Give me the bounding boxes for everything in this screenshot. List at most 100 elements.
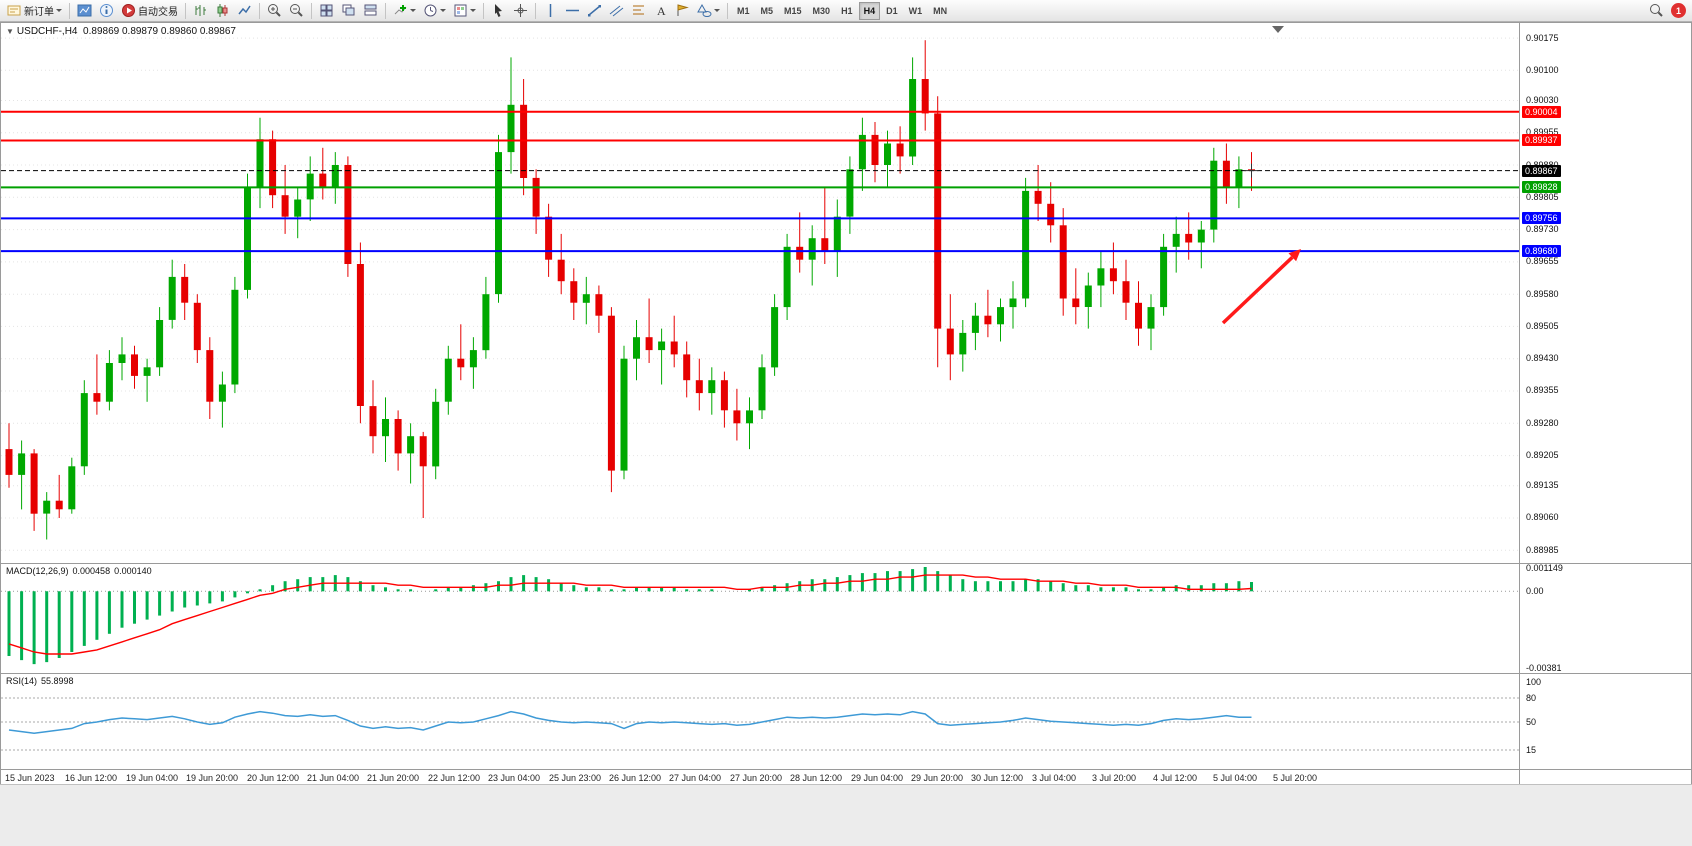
candle-body xyxy=(1009,298,1017,308)
crosshair-button[interactable] xyxy=(510,1,531,20)
cursor-button[interactable] xyxy=(488,1,509,20)
text-button[interactable]: A xyxy=(650,1,671,20)
time-axis-label: 19 Jun 04:00 xyxy=(126,773,179,783)
timeframe-m5-button[interactable]: M5 xyxy=(760,5,774,16)
candlestick-chart-type-button[interactable] xyxy=(212,1,233,20)
candle-body xyxy=(758,367,766,411)
chart-expand-icon[interactable]: ▼ xyxy=(6,27,14,36)
macd-chart[interactable] xyxy=(1,564,1519,673)
time-axis-label: 20 Jun 12:00 xyxy=(247,773,300,783)
zoom-out-button[interactable] xyxy=(286,1,307,20)
rsi-plot[interactable]: RSI(14) 55.8998 xyxy=(1,674,1519,769)
timeframe-w1-button[interactable]: W1 xyxy=(908,5,923,16)
candle-body xyxy=(846,169,854,217)
timeframe-m15-button[interactable]: M15 xyxy=(784,5,802,16)
candle-body xyxy=(633,337,640,359)
macd-scale-label: -0.00381 xyxy=(1526,663,1562,673)
candle-body xyxy=(1210,160,1218,230)
price-scale-label: 0.89655 xyxy=(1526,256,1559,266)
autoscroll-marker-icon[interactable] xyxy=(1272,26,1284,33)
auto-trading-icon xyxy=(121,3,136,18)
timeframe-m1-button[interactable]: M1 xyxy=(737,5,750,16)
trendline-button[interactable] xyxy=(584,1,605,20)
cascade-windows-button[interactable] xyxy=(338,1,359,20)
chevron-down-icon xyxy=(714,9,720,12)
candle-body xyxy=(30,453,38,514)
chart-title: ▼ USDCHF-,H4 0.89869 0.89879 0.89860 0.89… xyxy=(6,26,236,37)
time-axis-label: 30 Jun 12:00 xyxy=(971,773,1024,783)
macd-axis[interactable]: 0.001149 0.00 -0.00381 xyxy=(1519,564,1691,673)
info-button[interactable] xyxy=(96,1,117,20)
candle-body xyxy=(670,341,678,355)
text-label-button[interactable] xyxy=(672,1,693,20)
rsi-axis[interactable]: 100 80 50 15 xyxy=(1519,674,1691,769)
chevron-down-icon xyxy=(470,9,476,12)
price-scale-label: 0.89955 xyxy=(1526,127,1559,137)
line-chart-type-button[interactable] xyxy=(234,1,255,20)
candle-body xyxy=(331,165,339,187)
annotation-arrow[interactable] xyxy=(1221,256,1294,325)
price-level-badge: 0.89680 xyxy=(1522,245,1561,257)
indicators-button[interactable] xyxy=(390,1,419,20)
new-order-label: 新订单 xyxy=(24,7,54,18)
candle-body xyxy=(1222,160,1230,187)
separator xyxy=(311,2,312,19)
time-axis-label: 27 Jun 04:00 xyxy=(669,773,722,783)
templates-button[interactable] xyxy=(450,1,479,20)
notification-badge[interactable]: 1 xyxy=(1671,3,1686,18)
candle-body xyxy=(256,139,264,187)
candle-body xyxy=(1097,268,1105,286)
chart-profile-button[interactable] xyxy=(74,1,95,20)
candle-body xyxy=(557,259,565,282)
auto-trading-button[interactable]: 自动交易 xyxy=(118,1,181,20)
fibonacci-button[interactable] xyxy=(628,1,649,20)
candle-body xyxy=(1072,298,1080,308)
candle-body xyxy=(469,350,477,368)
price-axis[interactable]: 0.901750.901000.900300.899550.898800.898… xyxy=(1519,23,1691,563)
candle-body xyxy=(407,436,415,454)
macd-plot[interactable]: MACD(12,26,9) 0.000458 0.000140 xyxy=(1,564,1519,673)
timeframe-d1-button[interactable]: D1 xyxy=(886,5,898,16)
bar-chart-type-button[interactable] xyxy=(190,1,211,20)
rsi-chart[interactable] xyxy=(1,674,1519,769)
macd-name: MACD(12,26,9) xyxy=(6,566,69,576)
timeframe-m30-button[interactable]: M30 xyxy=(812,5,831,16)
horizontal-line-button[interactable] xyxy=(562,1,583,20)
time-axis-label: 19 Jun 20:00 xyxy=(186,773,239,783)
new-order-button[interactable]: 新订单 xyxy=(4,1,65,20)
candle-body xyxy=(683,354,691,381)
candle-body xyxy=(595,294,603,316)
main-toolbar: 新订单 自动交易 A M1 M5 M15 M30 H1 H4 D1 W1 MN … xyxy=(0,0,1692,22)
zoom-in-button[interactable] xyxy=(264,1,285,20)
price-scale-label: 0.89430 xyxy=(1526,353,1559,363)
timeframe-h4-button[interactable]: H4 xyxy=(858,1,881,20)
candle-body xyxy=(545,216,553,260)
tile-windows-button[interactable] xyxy=(316,1,337,20)
arrange-windows-button[interactable] xyxy=(360,1,381,20)
rsi-value: 55.8998 xyxy=(41,676,74,686)
time-axis-label: 29 Jun 04:00 xyxy=(851,773,904,783)
periods-button[interactable] xyxy=(420,1,449,20)
shapes-button[interactable] xyxy=(694,1,723,20)
candle-body xyxy=(796,246,804,260)
candle-body xyxy=(80,393,88,467)
main-chart-plot[interactable]: ▼ USDCHF-,H4 0.89869 0.89879 0.89860 0.89… xyxy=(1,23,1519,563)
channel-button[interactable] xyxy=(606,1,627,20)
candle-body xyxy=(156,320,164,368)
price-scale-label: 0.89505 xyxy=(1526,321,1559,331)
candle-body xyxy=(1172,233,1180,247)
candle-body xyxy=(934,113,942,329)
vertical-line-button[interactable] xyxy=(540,1,561,20)
time-axis-label: 3 Jul 20:00 xyxy=(1092,773,1137,783)
candle-body xyxy=(783,246,791,308)
time-axis[interactable]: 15 Jun 2023 16 Jun 12:00 19 Jun 04:00 19 Ju… xyxy=(1,770,1519,785)
candle-body xyxy=(432,401,440,467)
price-level-badge: 0.89937 xyxy=(1522,134,1561,146)
candle-body xyxy=(833,216,841,252)
candle-body xyxy=(1047,203,1055,226)
time-axis-label: 21 Jun 20:00 xyxy=(367,773,420,783)
search-button[interactable] xyxy=(1646,1,1667,20)
timeframe-h1-button[interactable]: H1 xyxy=(841,5,853,16)
timeframe-mn-button[interactable]: MN xyxy=(933,5,948,16)
candlestick-chart[interactable] xyxy=(1,23,1519,563)
